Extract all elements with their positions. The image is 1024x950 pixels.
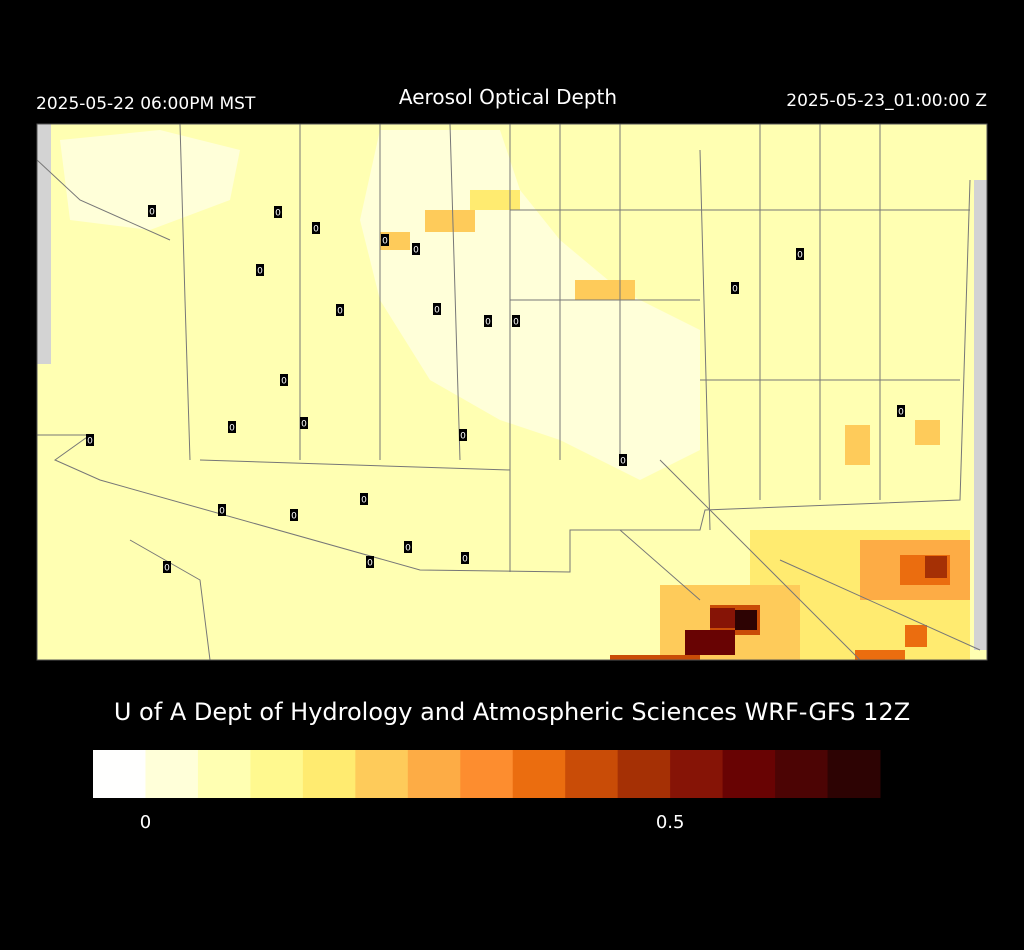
station-box [731,282,739,294]
station-box [86,434,94,446]
station-box [312,222,320,234]
station-box [218,504,226,516]
station-value: 0 [275,209,281,219]
station-value: 0 [898,408,904,418]
colorbar-swatch [617,750,671,798]
station-value: 0 [434,306,440,316]
valid-time-local: 2025-05-22 06:00PM MST [36,94,256,114]
station-value: 0 [460,432,466,442]
station-box [366,556,374,568]
colorbar-swatch [827,750,881,798]
station-value: 0 [732,285,738,295]
map [36,123,988,661]
station-box [280,374,288,386]
colorbar-swatch [407,750,461,798]
station-value: 0 [513,318,519,328]
station-box [381,234,389,246]
station-value: 0 [367,559,373,569]
station-value: 0 [257,267,263,277]
station-value: 0 [229,424,235,434]
station-box [433,303,441,315]
colorbar-tick-label: 0.5 [656,812,685,833]
station-value: 0 [291,512,297,522]
station-box [290,509,298,521]
colorbar-swatch [197,750,251,798]
colorbar-swatch [722,750,776,798]
station-box [256,264,264,276]
valid-time-utc: 2025-05-23_01:00:00 Z [786,91,987,111]
station-box [484,315,492,327]
station-value: 0 [87,437,93,447]
colorbar-swatch [250,750,304,798]
station-box [897,405,905,417]
colorbar-swatch [145,750,199,798]
station-value: 0 [620,457,626,467]
station-value: 0 [164,564,170,574]
colorbar-swatch [565,750,619,798]
colorbar-swatch [512,750,566,798]
station-value: 0 [405,544,411,554]
station-box [619,454,627,466]
station-box [459,429,467,441]
station-box [300,417,308,429]
station-box [228,421,236,433]
station-value: 0 [337,307,343,317]
colorbar: 0 0.5 [93,750,881,833]
station-box [163,561,171,573]
credit: U of A Dept of Hydrology and Atmospheric… [114,698,910,726]
colorbar-swatch [355,750,409,798]
colorbar-swatch [302,750,356,798]
station-labels: 0 0 0 0 0 0 0 0 0 0 0 0 0 0 0 0 0 0 0 0 0 0 0 0 0 0 [86,205,905,574]
colorbar-tick-label: 0 [140,812,151,833]
station-box [404,541,412,553]
station-box [336,304,344,316]
station-value: 0 [361,496,367,506]
station-box [796,248,804,260]
station-value: 0 [149,208,155,218]
station-box [360,493,368,505]
station-box [148,205,156,217]
map-title: Aerosol Optical Depth [399,85,617,109]
station-value: 0 [462,555,468,565]
station-value: 0 [219,507,225,517]
station-value: 0 [797,251,803,261]
station-value: 0 [281,377,287,387]
station-value: 0 [382,237,388,247]
station-value: 0 [301,420,307,430]
colorbar-swatch [775,750,829,798]
colorbar-swatch [93,750,146,798]
colorbar-swatch [670,750,724,798]
station-value: 0 [413,246,419,256]
colorbar-swatch [460,750,514,798]
station-box [274,206,282,218]
station-value: 0 [485,318,491,328]
station-box [512,315,520,327]
station-box [461,552,469,564]
station-box [412,243,420,255]
station-value: 0 [313,225,319,235]
